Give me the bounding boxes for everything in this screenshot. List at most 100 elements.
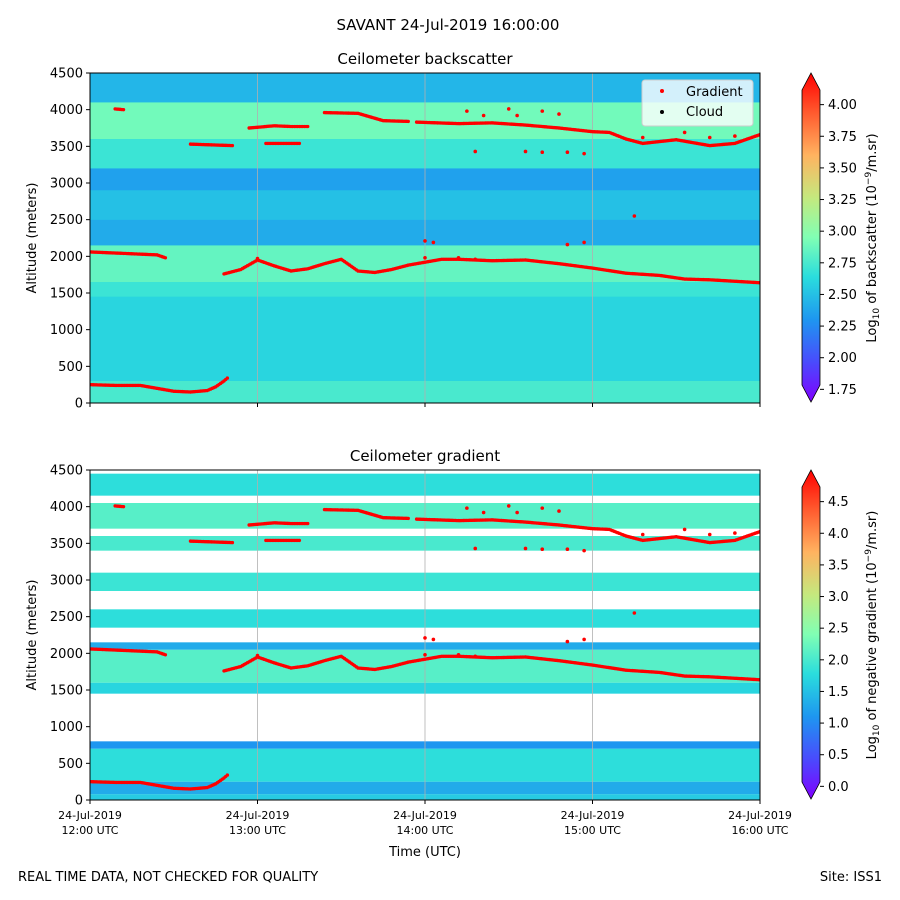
gradient-point bbox=[565, 547, 570, 551]
gradient-point bbox=[540, 150, 545, 154]
legend-cloud-marker bbox=[660, 110, 664, 114]
gradient-point bbox=[456, 653, 461, 657]
y-tick-label: 1000 bbox=[50, 720, 83, 735]
gradient-point bbox=[707, 135, 712, 140]
gradient-point bbox=[431, 637, 436, 642]
y-tick-label: 3000 bbox=[50, 574, 83, 589]
gradient-point bbox=[225, 376, 230, 380]
backscatter-colorbar-ticks: 1.75 2.00 2.25 2.50 2.75 3.00 3.25 3.50 3.75 4.00 bbox=[820, 98, 857, 398]
backscatter-ylabel: Altitude (meters) bbox=[25, 183, 40, 294]
gradient-point bbox=[682, 527, 687, 532]
figure-title: SAVANT 24-Jul-2019 16:00:00 bbox=[337, 16, 560, 34]
y-tick-label: 2000 bbox=[50, 250, 83, 265]
backscatter-colorbar: 1.75 2.00 2.25 2.50 2.75 3.00 3.25 3.50 3.75 4.00… bbox=[801, 72, 882, 403]
gradient-point bbox=[640, 135, 645, 140]
x-tick-date: 24-Jul-2019 bbox=[561, 809, 625, 822]
colorbar-tick-label: 3.25 bbox=[828, 193, 857, 208]
colorbar-tick-label: 3.75 bbox=[828, 130, 857, 145]
gradient-point bbox=[423, 239, 427, 243]
colorbar-tick-label: 2.00 bbox=[828, 351, 857, 366]
gradient-point bbox=[230, 143, 235, 148]
backscatter-colorbar-scale bbox=[801, 72, 821, 403]
y-tick-label: 500 bbox=[58, 360, 83, 375]
legend: Gradient Cloud bbox=[641, 79, 754, 127]
gradient-point bbox=[515, 113, 519, 118]
gradient-point bbox=[557, 112, 561, 116]
y-tick-label: 3500 bbox=[50, 140, 83, 155]
y-tick-label: 2500 bbox=[50, 213, 83, 228]
gradient-point bbox=[431, 240, 436, 245]
y-tick-label: 3000 bbox=[50, 177, 83, 192]
gradient-point bbox=[163, 256, 168, 260]
colorbar-tick-label: 4.00 bbox=[828, 98, 857, 113]
x-tick-date: 24-Jul-2019 bbox=[393, 809, 457, 822]
gradient-point bbox=[506, 107, 511, 111]
y-tick-label: 4500 bbox=[50, 464, 83, 479]
gradient-panel: Ceilometer gradient 0 500 1000 1500 2000 2500… bbox=[25, 447, 882, 860]
gradient-colorbar-ticks: 0.0 0.5 1.0 1.5 2.0 2.5 3.0 3.5 4.0 4.5 bbox=[820, 495, 849, 795]
gradient-point bbox=[406, 516, 410, 521]
colorbar-tick-label: 0.5 bbox=[828, 748, 849, 763]
backscatter-x-ticks bbox=[89, 403, 761, 407]
legend-gradient-marker bbox=[660, 89, 664, 93]
gradient-y-ticks: 0 500 1000 1500 2000 2500 3000 3500 4000 4500 bbox=[50, 464, 90, 809]
gradient-point bbox=[540, 109, 545, 113]
backscatter-colorbar-label: Log10 of backscatter (10−9/m.sr) bbox=[864, 133, 882, 342]
y-tick-label: 2000 bbox=[50, 647, 83, 662]
backscatter-panel: Ceilometer backscatter 0 500 1000 1500 2000 2… bbox=[25, 50, 882, 412]
gradient-point bbox=[565, 639, 570, 644]
gradient-point bbox=[163, 653, 168, 657]
gradient-gradient-points bbox=[90, 504, 760, 791]
colorbar-tick-label: 1.0 bbox=[828, 717, 849, 732]
gradient-point bbox=[565, 150, 570, 154]
gradient-point bbox=[733, 134, 737, 138]
gradient-ylabel: Altitude (meters) bbox=[25, 580, 40, 691]
gradient-point bbox=[523, 546, 528, 551]
legend-box bbox=[641, 79, 754, 127]
backscatter-y-ticks: 0 500 1000 1500 2000 2500 3000 3500 4000 4500 bbox=[50, 67, 90, 412]
colorbar-tick-label: 3.50 bbox=[828, 161, 857, 176]
legend-gradient-label: Gradient bbox=[686, 85, 743, 100]
backscatter-title: Ceilometer backscatter bbox=[337, 50, 513, 68]
gradient-point bbox=[481, 510, 486, 515]
y-tick-label: 4500 bbox=[50, 67, 83, 82]
gradient-point bbox=[306, 124, 310, 129]
x-tick-time: 12:00 UTC bbox=[61, 824, 118, 837]
gradient-point bbox=[707, 532, 712, 537]
x-tick-time: 13:00 UTC bbox=[229, 824, 286, 837]
gradient-point bbox=[582, 240, 586, 245]
gradient-point bbox=[230, 540, 235, 545]
colorbar-tick-label: 4.5 bbox=[828, 495, 849, 510]
legend-cloud-label: Cloud bbox=[686, 105, 723, 120]
gradient-point bbox=[121, 107, 126, 112]
colorbar-tick-label: 2.5 bbox=[828, 622, 849, 637]
gradient-point bbox=[423, 255, 427, 260]
gradient-point bbox=[515, 510, 519, 515]
y-tick-label: 0 bbox=[75, 397, 83, 412]
gradient-point bbox=[523, 149, 528, 154]
gradient-point bbox=[540, 547, 545, 551]
colorbar-tick-label: 3.0 bbox=[828, 590, 849, 605]
gradient-point bbox=[557, 509, 561, 513]
gradient-point bbox=[473, 546, 478, 551]
x-tick-date: 24-Jul-2019 bbox=[226, 809, 290, 822]
gradient-point bbox=[632, 214, 637, 218]
gradient-point bbox=[423, 653, 427, 657]
gradient-point bbox=[506, 504, 511, 508]
gradient-point bbox=[682, 130, 687, 135]
gradient-point bbox=[640, 532, 645, 537]
gradient-colorbar-label: Log10 of negative gradient (10−9/m.sr) bbox=[864, 511, 882, 760]
colorbar-tick-label: 4.0 bbox=[828, 527, 849, 542]
colorbar-tick-label: 2.75 bbox=[828, 256, 857, 271]
gradient-x-ticks: 24-Jul-2019 12:00 UTC 24-Jul-2019 13:00 UTC… bbox=[58, 800, 792, 837]
colorbar-tick-label: 3.00 bbox=[828, 225, 857, 240]
gradient-point bbox=[632, 611, 637, 615]
gradient-point bbox=[565, 242, 570, 247]
gradient-point bbox=[733, 531, 737, 535]
colorbar-tick-label: 2.50 bbox=[828, 288, 857, 303]
y-tick-label: 1000 bbox=[50, 323, 83, 338]
gradient-point bbox=[297, 538, 302, 543]
y-tick-label: 2500 bbox=[50, 610, 83, 625]
gradient-title: Ceilometer gradient bbox=[350, 447, 500, 465]
